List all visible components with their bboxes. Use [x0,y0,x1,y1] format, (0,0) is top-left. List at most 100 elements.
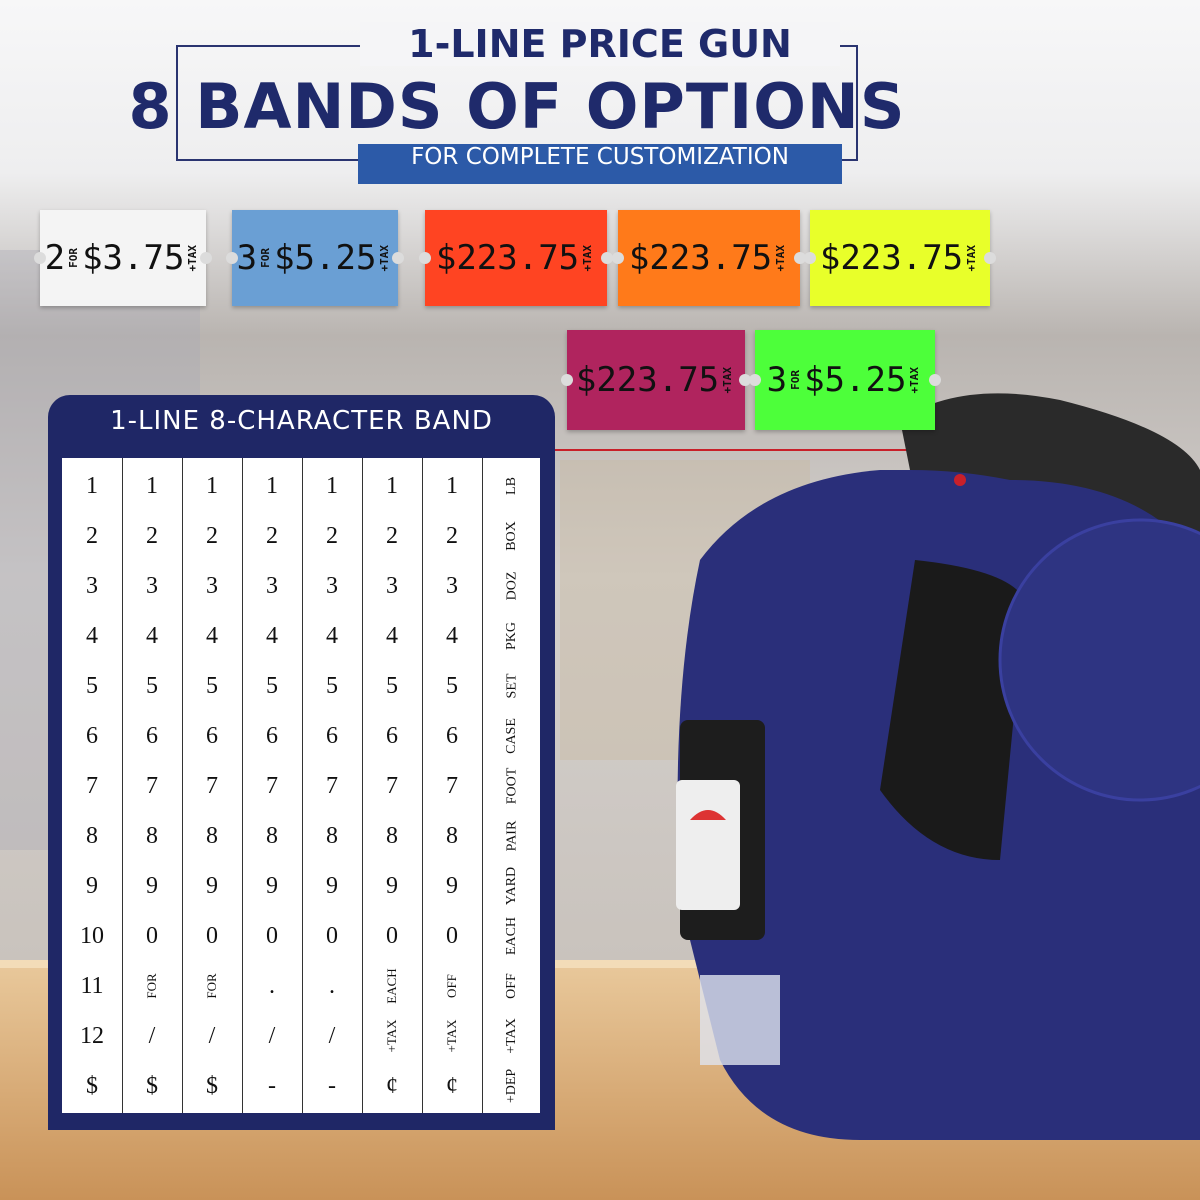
band-char: 2 [86,523,98,549]
band-char: 9 [386,873,398,899]
band-word: +DEP [504,1068,520,1104]
price-label: $223.75 +TAX [804,210,996,306]
band-grid [62,458,540,1113]
band-char: 5 [206,673,218,699]
label-tax: +TAX [378,244,392,272]
band-char: . [329,973,335,999]
band-char: 2 [266,523,278,549]
band-char: 9 [326,873,338,899]
label-tax: +TAX [908,366,922,394]
label-notch [419,252,431,264]
band-word: CASE [503,718,519,754]
label-notch [226,252,238,264]
label-notch [601,252,613,264]
band-char: 1 [86,473,98,499]
label-prefix: 2 [44,238,66,278]
subtitle: FOR COMPLETE CUSTOMIZATION [358,144,842,184]
band-char: 1 [386,473,398,499]
band-word: OFF [503,973,519,999]
band-char: 1 [146,473,158,499]
column-divider [362,458,363,1113]
band-char: 0 [386,923,398,949]
band-char: 6 [266,723,278,749]
band-title: 1-LINE 8-CHARACTER BAND [110,406,493,436]
band-char: 7 [386,773,398,799]
band-char: 4 [266,623,278,649]
band-char: 12 [80,1023,104,1049]
band-char: 3 [86,573,98,599]
price-label: 3 FOR $5.25 +TAX [749,330,941,430]
band-char: 8 [446,823,458,849]
band-char: 3 [266,573,278,599]
label-price: $223.75 [575,360,720,400]
band-char: 9 [206,873,218,899]
band-char: 3 [326,573,338,599]
band-word: YARD [504,866,520,906]
band-char: 6 [326,723,338,749]
band-char: 6 [386,723,398,749]
band-char: 2 [146,523,158,549]
band-char: / [208,1023,216,1049]
band-char: 2 [326,523,338,549]
column-divider [302,458,303,1113]
band-char: 8 [146,823,158,849]
band-char: / [148,1023,156,1049]
band-word: PAIR [503,820,519,852]
column-divider [122,458,123,1113]
band-char: $ [146,1073,158,1099]
band-char: 5 [266,673,278,699]
band-word: PKG [504,621,520,651]
band-char: 4 [206,623,218,649]
band-char: $ [86,1073,98,1099]
band-char: - [328,1073,336,1099]
band-char: 8 [386,823,398,849]
label-notch [804,252,816,264]
label-notch [612,252,624,264]
label-for: FOR [789,370,803,390]
band-char: 9 [86,873,98,899]
band-char: 8 [326,823,338,849]
band-char: 0 [446,923,458,949]
band-char: 5 [326,673,338,699]
band-char: 8 [266,823,278,849]
band-char: 7 [146,773,158,799]
price-label: 3 FOR $5.25 +TAX [226,210,404,306]
band-char: 9 [146,873,158,899]
label-price: $5.25 [274,238,377,278]
band-char: 5 [86,673,98,699]
band-char: 8 [86,823,98,849]
band-char: 6 [86,723,98,749]
band-char: 7 [446,773,458,799]
band-char: 2 [446,523,458,549]
band-char: 6 [446,723,458,749]
headline: 8 BANDS OF OPTIONS [128,70,906,143]
label-notch [561,374,573,386]
band-char: / [268,1023,276,1049]
band-word: EACH [504,916,520,956]
band-char: 1 [206,473,218,499]
band-word: FOOT [503,767,519,805]
label-tax: +TAX [581,244,595,272]
band-char: 10 [80,923,104,949]
band-char: $ [206,1073,218,1099]
label-price: $223.75 [628,238,773,278]
label-for: FOR [67,248,81,268]
price-label: $223.75 +TAX [419,210,613,306]
band-char: 2 [206,523,218,549]
column-divider [182,458,183,1113]
price-label: $223.75 +TAX [561,330,751,430]
band-word: +TAX [503,1018,519,1054]
label-tax: +TAX [721,366,735,394]
band-word: BOX [503,521,519,551]
label-notch [34,252,46,264]
band-char: 3 [206,573,218,599]
band-char: 4 [326,623,338,649]
label-notch [739,374,751,386]
title: 1-LINE PRICE GUN [360,22,840,66]
band-char: 4 [86,623,98,649]
column-divider [422,458,423,1113]
label-notch [749,374,761,386]
band-char: 6 [206,723,218,749]
column-divider [242,458,243,1113]
